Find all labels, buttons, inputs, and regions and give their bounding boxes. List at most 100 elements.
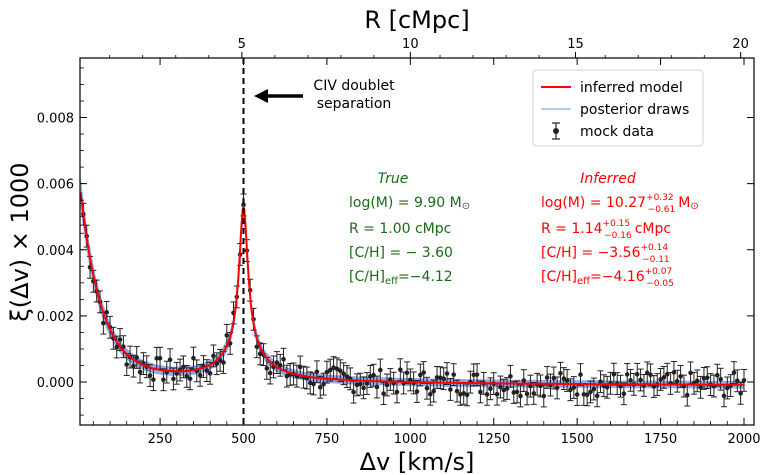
x-tick-label: 750 (314, 432, 339, 447)
data-point (661, 375, 667, 380)
data-point (484, 392, 490, 397)
data-point (694, 378, 700, 384)
data-point (738, 391, 743, 396)
data-point (197, 373, 203, 378)
data-point (264, 366, 270, 371)
data-point (381, 391, 386, 396)
top-axis-label: R [cMpc] (364, 6, 469, 34)
data-point (674, 378, 680, 384)
data-point (698, 385, 703, 390)
true-ch: [C/H] = − 3.60 (349, 245, 453, 261)
data-point (191, 355, 196, 361)
data-point (598, 379, 603, 384)
data-point (474, 372, 480, 377)
inferred-cheff: [C/H]eff=−4.16+0.07 −0.05 (541, 267, 674, 289)
data-point (374, 384, 380, 390)
doublet-annotation: CIV doublet separation (254, 78, 395, 112)
top-ticks: 5 10 15 20 (109, 37, 749, 58)
data-point (725, 385, 730, 391)
data-point (167, 357, 173, 363)
top-tick-label: 20 (732, 37, 749, 52)
data-point (297, 364, 303, 370)
legend-box (532, 69, 704, 147)
inferred-ch: [C/H] = −3.56+0.14 −0.11 (541, 243, 670, 265)
x-tick-label: 2000 (727, 432, 760, 447)
data-point (544, 375, 550, 380)
data-point (578, 372, 583, 377)
data-point (344, 374, 350, 379)
data-point (341, 371, 346, 377)
data-point (424, 385, 430, 391)
data-point (384, 382, 390, 388)
data-point (184, 374, 190, 379)
data-point (101, 320, 106, 326)
data-point (214, 361, 220, 367)
data-point (621, 391, 627, 397)
data-point (428, 391, 433, 397)
data-point (131, 363, 136, 369)
true-params: True log(M) = 9.90 M⊙ R = 1.00 cMpc [C/H… (349, 171, 470, 287)
y-tick-label: 0.002 (37, 310, 74, 325)
data-point (221, 360, 226, 365)
y-tick-label: 0.008 (37, 112, 74, 127)
legend-label-draws: posterior draws (580, 102, 689, 118)
data-point (584, 392, 590, 398)
data-point (124, 362, 130, 367)
data-point (431, 388, 436, 394)
data-point (741, 378, 747, 383)
data-point (604, 384, 610, 390)
data-point (528, 383, 533, 389)
data-point (478, 389, 483, 395)
data-point (471, 372, 477, 378)
data-point (518, 393, 523, 399)
inferred-logm: log(M) = 10.27+0.32 −0.61 M⊙ (541, 193, 699, 215)
data-point (274, 360, 280, 365)
data-point (398, 367, 403, 372)
annotation-line2: separation (317, 96, 392, 112)
x-tick-label: 1250 (477, 432, 510, 447)
data-point (337, 368, 343, 374)
data-point (568, 387, 573, 393)
data-point (581, 392, 587, 397)
data-point (718, 376, 723, 382)
data-point (281, 356, 286, 362)
data-point (634, 371, 640, 377)
model-line (79, 191, 744, 386)
data-point (364, 381, 370, 386)
annotation-line1: CIV doublet (313, 78, 395, 94)
legend-label-data: mock data (580, 124, 654, 140)
x-axis-label: Δv [km/s] (360, 448, 475, 475)
data-point (454, 388, 460, 394)
data-point (314, 369, 320, 375)
data-point (224, 333, 230, 338)
data-point (508, 373, 513, 379)
plot-frame (79, 57, 755, 426)
data-point (464, 392, 470, 398)
data-point (187, 376, 193, 382)
data-point (488, 386, 493, 392)
x-tick-label: 500 (231, 432, 256, 447)
legend-label-model: inferred model (580, 80, 683, 96)
data-point (371, 372, 376, 378)
data-point (524, 391, 530, 397)
data-point (551, 375, 557, 381)
data-point (561, 376, 567, 381)
legend: inferred model posterior draws mock data (532, 69, 704, 147)
x-tick-label: 1500 (561, 432, 594, 447)
data-point (404, 370, 410, 376)
data-point (357, 381, 363, 387)
data-point (564, 378, 570, 383)
data-point (117, 337, 123, 342)
data-point (704, 375, 710, 380)
inferred-title: Inferred (580, 171, 636, 187)
data-point (157, 355, 163, 361)
true-r: R = 1.00 cMpc (349, 221, 451, 237)
data-point (434, 375, 440, 380)
data-point (351, 389, 356, 395)
data-point (421, 370, 426, 375)
data-point (494, 391, 500, 397)
inferred-r: R = 1.14+0.15 −0.16 cMpc (541, 219, 671, 241)
x-ticks: 250 500 750 1000 1250 1500 1750 2000 (92, 58, 760, 447)
data-point (541, 393, 547, 399)
